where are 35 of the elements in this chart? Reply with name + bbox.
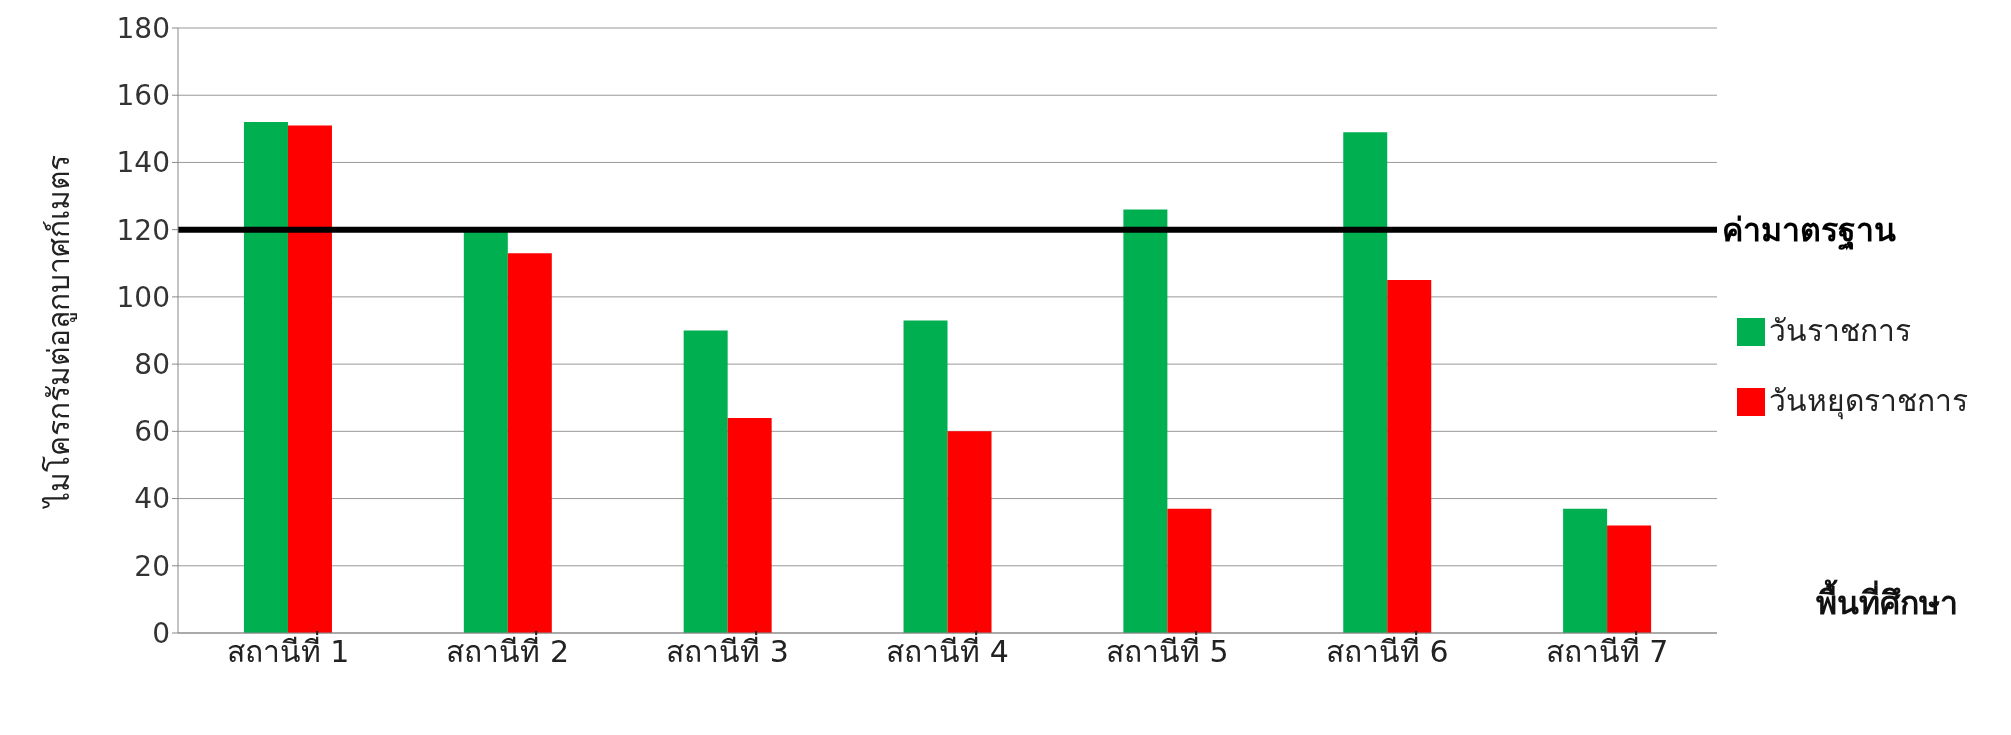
bar	[287, 125, 332, 633]
y-tick-label: 160	[116, 79, 170, 113]
x-tick-label: สถานีที่ 4	[886, 631, 1009, 670]
x-tick-label: สถานีที่ 5	[1106, 631, 1229, 670]
bar	[507, 253, 552, 633]
bar	[1607, 525, 1652, 633]
y-tick-label: 60	[134, 415, 170, 449]
y-tick-label: 0	[152, 616, 170, 650]
y-tick-label: 40	[134, 482, 170, 516]
y-tick-label: 100	[116, 280, 170, 314]
bar	[243, 122, 288, 633]
x-tick-label: สถานีที่ 7	[1545, 631, 1669, 670]
y-tick-label: 140	[116, 146, 170, 180]
bar	[683, 330, 728, 633]
bar	[1123, 209, 1168, 633]
y-tick-label: 120	[116, 213, 170, 247]
bar	[1563, 508, 1608, 633]
legend-label: วันหยุดราชการ	[1769, 382, 1968, 418]
y-tick-label: 20	[134, 549, 170, 583]
y-tick-label: 180	[116, 11, 170, 45]
bar	[1167, 508, 1212, 633]
bar	[947, 431, 992, 633]
bar	[1343, 132, 1388, 633]
x-tick-label: สถานีที่ 3	[666, 631, 789, 670]
bar	[1387, 280, 1432, 633]
legend-label: วันราชการ	[1769, 312, 1911, 348]
ref-line-label: ค่ามาตรฐาน	[1722, 211, 1896, 252]
x-axis-title: พื้นที่ศึกษา	[1816, 578, 1958, 624]
bar	[903, 320, 948, 633]
x-tick-label: สถานีที่ 6	[1325, 631, 1449, 670]
bar	[727, 417, 772, 633]
x-tick-label: สถานีที่ 1	[226, 631, 350, 670]
y-tick-label: 80	[134, 348, 170, 382]
y-axis-title: ไมโครกรัมต่อลูกบาศก์เมตร	[40, 154, 77, 509]
x-tick-label: สถานีที่ 2	[446, 631, 570, 670]
